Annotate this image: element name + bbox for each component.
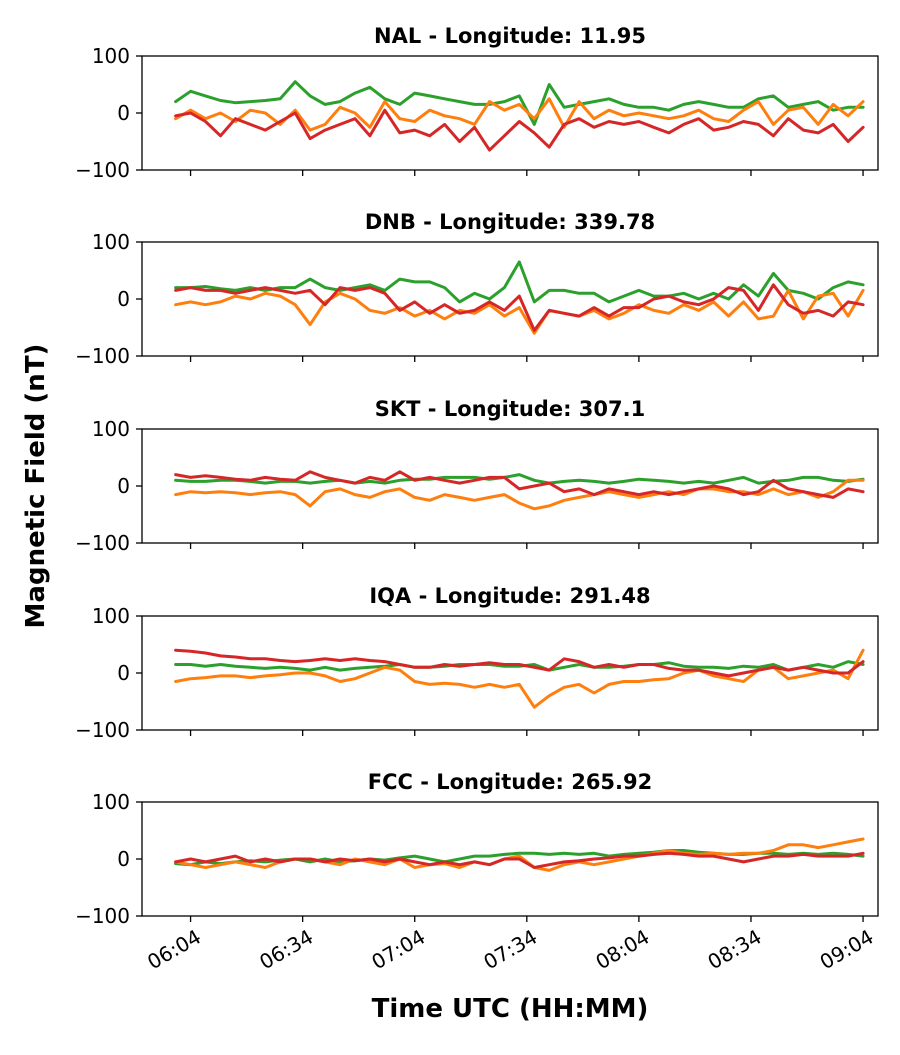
x-tick-label: 06:34 bbox=[255, 925, 317, 975]
panel-3: IQA - Longitude: 291.48 100 0 −100 bbox=[75, 584, 879, 742]
panel-title: DNB - Longitude: 339.78 bbox=[365, 210, 655, 234]
y-tick-label: −100 bbox=[75, 158, 130, 182]
panel-title: IQA - Longitude: 291.48 bbox=[369, 584, 650, 608]
panel-2: SKT - Longitude: 307.1 100 0 −100 bbox=[75, 397, 879, 555]
series-line-red bbox=[174, 283, 865, 332]
y-tick-label: −100 bbox=[75, 344, 130, 368]
panel-4: FCC - Longitude: 265.92 100 0 −100 06:04 06:3… bbox=[75, 770, 879, 975]
panel-title: FCC - Longitude: 265.92 bbox=[368, 770, 653, 794]
y-axis-label: Magnetic Field (nT) bbox=[21, 344, 51, 629]
y-tick-label: 100 bbox=[92, 230, 130, 254]
panel-title: SKT - Longitude: 307.1 bbox=[375, 397, 645, 421]
series-line-red bbox=[174, 648, 865, 678]
y-tick-label: −100 bbox=[75, 531, 130, 555]
series-line-orange bbox=[174, 478, 865, 511]
x-tick-label: 07:34 bbox=[479, 925, 541, 975]
y-tick-label: −100 bbox=[75, 904, 130, 928]
series-line-green bbox=[174, 80, 865, 126]
x-tick-label: 08:04 bbox=[591, 925, 653, 975]
x-tick-label: 08:34 bbox=[704, 925, 766, 975]
series-line-orange bbox=[174, 648, 865, 709]
x-tick-label: 06:04 bbox=[143, 925, 205, 975]
panel-title: NAL - Longitude: 11.95 bbox=[374, 24, 646, 48]
x-axis-label: Time UTC (HH:MM) bbox=[372, 994, 649, 1024]
panel-0: NAL - Longitude: 11.95 100 0 −100 bbox=[75, 24, 879, 182]
panel-1: DNB - Longitude: 339.78 100 0 −100 bbox=[75, 210, 879, 368]
y-tick-label: 0 bbox=[117, 847, 130, 871]
y-tick-label: 100 bbox=[92, 44, 130, 68]
x-tick-label: 07:04 bbox=[367, 925, 429, 975]
series-line-green bbox=[174, 660, 865, 672]
y-tick-label: 0 bbox=[117, 661, 130, 685]
y-tick-label: 0 bbox=[117, 101, 130, 125]
x-tick-label: 09:04 bbox=[816, 925, 878, 975]
series-line-red bbox=[174, 470, 865, 499]
y-tick-label: 100 bbox=[92, 604, 130, 628]
series-line-orange bbox=[174, 288, 865, 335]
series-line-red bbox=[174, 851, 865, 869]
y-tick-label: 0 bbox=[117, 474, 130, 498]
plot-frame bbox=[141, 615, 879, 731]
y-tick-label: 0 bbox=[117, 287, 130, 311]
series-line-green bbox=[174, 260, 865, 304]
y-tick-label: 100 bbox=[92, 417, 130, 441]
y-tick-label: −100 bbox=[75, 718, 130, 742]
y-tick-label: 100 bbox=[92, 790, 130, 814]
series-line-red bbox=[174, 108, 865, 152]
